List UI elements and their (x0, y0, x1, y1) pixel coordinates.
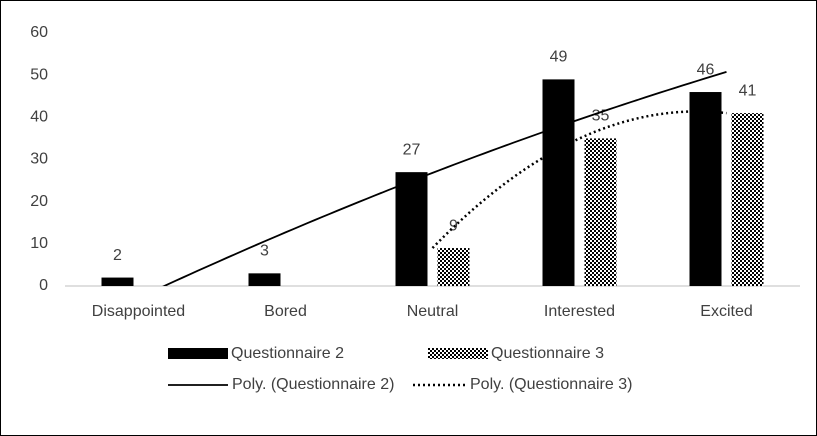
bar (395, 172, 428, 286)
x-tick-label: Neutral (407, 303, 459, 320)
legend-swatch (168, 348, 228, 359)
legend-label: Poly. (Questionnaire 2) (232, 376, 394, 393)
x-tick-label: Disappointed (92, 303, 185, 320)
bar (542, 79, 575, 286)
legend-label: Questionnaire 2 (231, 345, 344, 362)
data-label: 41 (739, 82, 757, 99)
x-tick-label: Bored (264, 303, 307, 320)
x-tick-label: Interested (544, 303, 615, 320)
y-tick-label: 0 (39, 277, 48, 294)
trendline (431, 110, 727, 249)
bar (584, 138, 617, 286)
data-label: 2 (113, 247, 122, 264)
x-tick-label: Excited (700, 303, 752, 320)
legend-label: Questionnaire 3 (491, 345, 604, 362)
trendline (162, 71, 727, 286)
data-label: 27 (403, 141, 421, 158)
legend-swatch (428, 348, 488, 359)
y-tick-label: 10 (30, 235, 48, 252)
y-tick-label: 20 (30, 193, 48, 210)
y-tick-label: 60 (30, 24, 48, 41)
data-label: 35 (592, 108, 610, 125)
data-label: 3 (260, 243, 269, 260)
legend-label: Poly. (Questionnaire 3) (470, 376, 632, 393)
bar (248, 273, 281, 286)
data-label: 46 (697, 61, 715, 78)
data-label: 49 (550, 49, 568, 66)
trendlines (162, 71, 727, 286)
y-tick-label: 30 (30, 151, 48, 168)
bar (101, 277, 134, 286)
bar (689, 92, 722, 287)
y-tick-label: 50 (30, 66, 48, 83)
bar (437, 248, 470, 286)
bar (731, 113, 764, 286)
y-tick-label: 40 (30, 109, 48, 126)
